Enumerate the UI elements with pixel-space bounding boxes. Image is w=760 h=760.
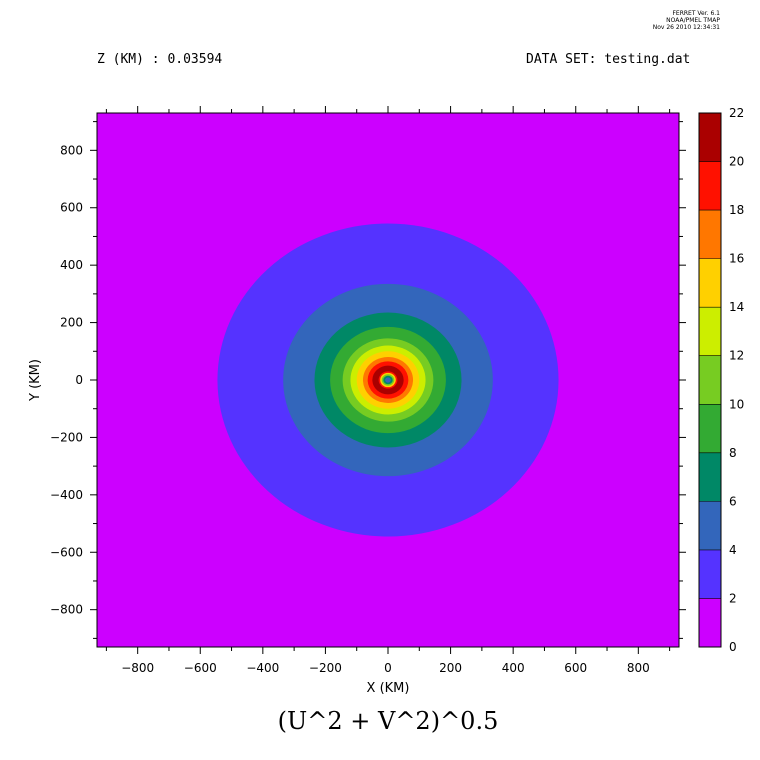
- colorbar-swatch: [699, 404, 721, 453]
- y-tick-label: 400: [60, 258, 83, 272]
- colorbar-label: 20: [729, 155, 744, 169]
- colorbar-label: 8: [729, 446, 737, 460]
- colorbar-swatch: [699, 549, 721, 599]
- stamp-org: NOAA/PMEL TMAP: [666, 17, 720, 24]
- colorbar-label: 0: [729, 640, 737, 654]
- colorbar-swatch: [699, 501, 721, 550]
- x-tick-label: 0: [384, 661, 392, 675]
- colorbar-label: 22: [729, 106, 744, 120]
- y-tick-label: 600: [60, 201, 83, 215]
- colorbar-label: 2: [729, 591, 737, 605]
- y-tick-label: −800: [50, 603, 83, 617]
- x-tick-label: −800: [121, 661, 154, 675]
- axis-ticks: −800 −600 −400 −200 0 200 400 600 800 −800 −600 −40…: [50, 106, 686, 675]
- colorbar-swatch: [699, 161, 721, 211]
- contour-band-15: [385, 377, 391, 383]
- colorbar-swatch: [699, 258, 721, 308]
- colorbar-label: 14: [729, 300, 744, 314]
- colorbar: 0 2 4 6 8 10 12 14 16 18 20 22: [698, 106, 744, 654]
- colorbar-swatch: [699, 307, 721, 356]
- x-tick-label: 600: [564, 661, 587, 675]
- contour-field: [97, 113, 679, 647]
- x-axis-title: X (KM): [367, 681, 410, 696]
- x-tick-label: −400: [246, 661, 279, 675]
- x-tick-label: 200: [439, 661, 462, 675]
- stamp-date: Nov 26 2010 12:34:31: [652, 24, 720, 31]
- y-tick-label: 0: [75, 373, 83, 387]
- colorbar-swatch: [699, 113, 721, 162]
- colorbar-swatch: [699, 210, 721, 259]
- y-tick-label: 200: [60, 316, 83, 330]
- y-tick-label: 800: [60, 143, 83, 157]
- colorbar-label: 4: [729, 543, 737, 557]
- colorbar-label: 12: [729, 349, 744, 363]
- x-tick-label: 800: [627, 661, 650, 675]
- colorbar-label: 16: [729, 252, 744, 266]
- y-tick-label: −400: [50, 488, 83, 502]
- stamp-version: FERRET Ver. 6.1: [672, 10, 720, 17]
- x-tick-label: −200: [309, 661, 342, 675]
- colorbar-label: 18: [729, 203, 744, 217]
- y-tick-label: −600: [50, 545, 83, 559]
- ferret-stamp: FERRET Ver. 6.1 NOAA/PMEL TMAP Nov 26 20…: [653, 10, 720, 31]
- colorbar-label: 10: [729, 397, 744, 411]
- y-axis-title: Y (KM): [28, 359, 43, 402]
- colorbar-swatch: [699, 598, 721, 647]
- x-tick-label: 400: [502, 661, 525, 675]
- colorbar-swatch: [699, 452, 721, 502]
- x-tick-label: −600: [184, 661, 217, 675]
- colorbar-label: 6: [729, 494, 737, 508]
- chart-title: (U^2 + V^2)^0.5: [278, 707, 499, 735]
- y-tick-label: −200: [50, 430, 83, 444]
- dataset-label: DATA SET: testing.dat: [526, 52, 691, 67]
- z-level-label: Z (KM) : 0.03594: [97, 52, 223, 67]
- colorbar-swatch: [699, 355, 721, 405]
